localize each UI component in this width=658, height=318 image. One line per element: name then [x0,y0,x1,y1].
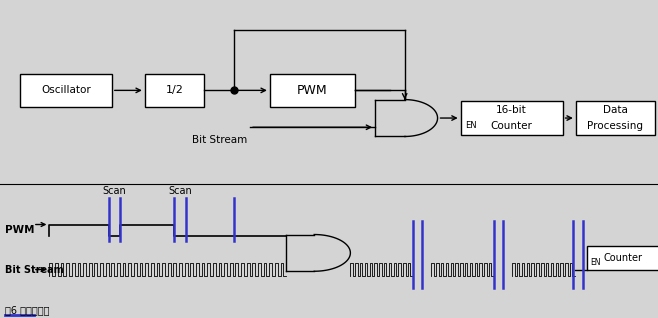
Text: EN: EN [590,258,600,267]
Bar [587,246,658,270]
Bar [461,101,563,135]
Text: EN: EN [465,121,477,130]
Bar [576,101,655,135]
Text: PWM: PWM [297,84,328,97]
Bar [145,74,204,107]
Text: Bit Stream: Bit Stream [5,265,64,274]
Text: 1/2: 1/2 [165,85,184,95]
Text: Scan: Scan [168,186,192,196]
Text: Oscillator: Oscillator [41,85,91,95]
Text: Counter: Counter [491,121,532,131]
Text: Processing: Processing [587,121,644,131]
Text: 16-bit: 16-bit [496,105,527,115]
Text: Data: Data [603,105,628,115]
Text: Counter: Counter [603,253,642,263]
Text: Bit Stream: Bit Stream [191,135,247,145]
Bar [20,74,112,107]
Bar [270,74,355,107]
Text: PWM: PWM [5,225,35,235]
Text: 图6 输出比特流: 图6 输出比特流 [5,305,50,315]
Text: Scan: Scan [103,186,126,196]
